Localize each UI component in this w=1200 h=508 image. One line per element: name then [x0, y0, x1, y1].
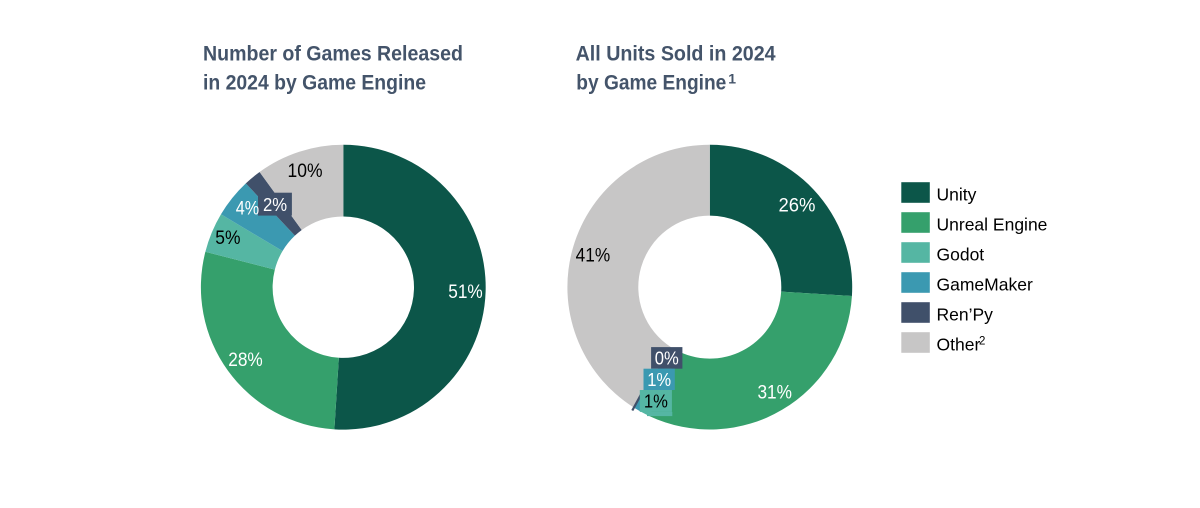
svg-text:All Units Sold in 2024: All Units Sold in 2024: [576, 42, 776, 65]
svg-text:Unreal Engine: Unreal Engine: [937, 215, 1048, 235]
svg-text:0%: 0%: [655, 348, 679, 369]
svg-text:41%: 41%: [576, 244, 611, 266]
svg-text:51%: 51%: [448, 281, 483, 303]
svg-text:Number of Games Released: Number of Games Released: [203, 42, 463, 65]
svg-text:4%: 4%: [236, 198, 259, 220]
svg-text:10%: 10%: [288, 160, 323, 182]
svg-text:31%: 31%: [757, 382, 792, 404]
svg-text:28%: 28%: [228, 349, 263, 371]
svg-text:2: 2: [979, 336, 985, 348]
svg-text:by Game Engine: by Game Engine: [576, 72, 726, 95]
svg-text:Godot: Godot: [937, 245, 985, 265]
svg-text:Ren’Py: Ren’Py: [937, 305, 994, 325]
svg-text:26%: 26%: [779, 195, 816, 217]
svg-text:2%: 2%: [263, 194, 287, 215]
svg-text:1%: 1%: [644, 391, 668, 412]
svg-text:5%: 5%: [215, 227, 240, 249]
svg-text:Other: Other: [937, 335, 981, 355]
svg-text:1%: 1%: [647, 369, 671, 390]
svg-text:in 2024 by Game Engine: in 2024 by Game Engine: [203, 72, 426, 95]
svg-text:GameMaker: GameMaker: [937, 275, 1033, 295]
svg-text:Unity: Unity: [937, 185, 977, 205]
svg-text:1: 1: [728, 71, 736, 87]
